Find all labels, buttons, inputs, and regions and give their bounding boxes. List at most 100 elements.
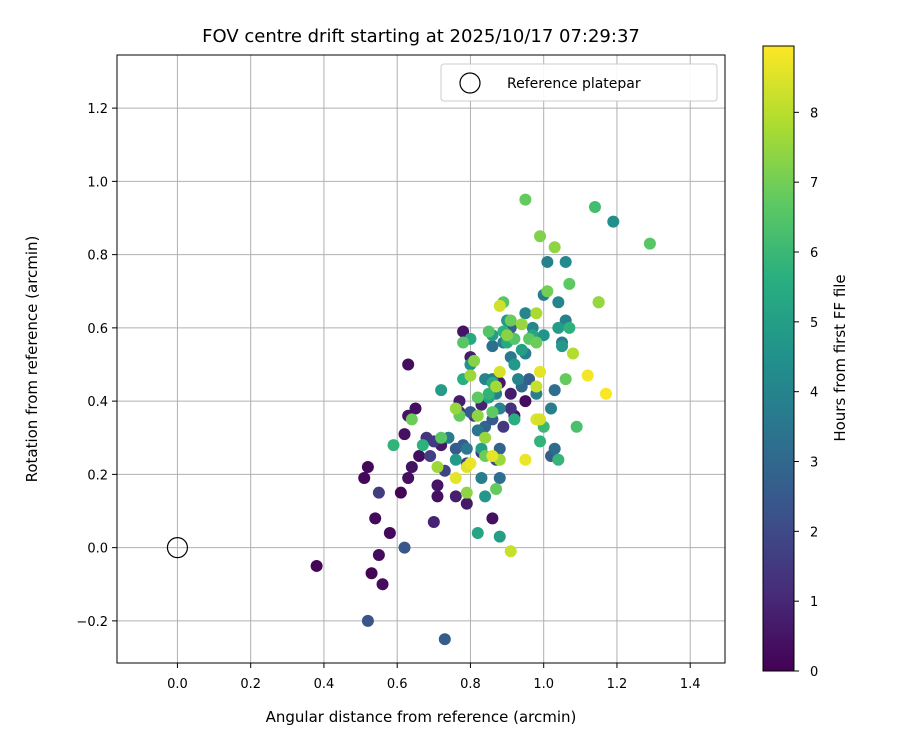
data-point [519,307,532,320]
data-point [479,431,492,444]
legend-label: Reference platepar [507,76,641,92]
x-tick-label: 0.4 [314,677,335,692]
data-point [449,453,462,466]
data-point [523,373,536,386]
data-point [482,325,495,338]
data-point [449,402,462,415]
data-point [438,633,451,646]
data-point [372,486,385,499]
colorbar-tick-label: 0 [810,665,818,680]
data-point [361,614,374,627]
data-point [486,406,499,419]
data-point [530,307,543,320]
data-point [431,490,444,503]
data-point [431,461,444,474]
data-point [471,424,484,437]
data-point [581,369,594,382]
data-point [369,512,382,525]
data-point [504,545,517,558]
data-point [545,402,558,415]
data-point [490,483,503,496]
data-point [552,321,565,334]
data-point [310,559,323,572]
data-point [501,329,514,342]
data-point [563,277,576,290]
data-point [431,479,444,492]
reference-point-marker [166,537,189,559]
legend: Reference platepar [440,63,718,102]
colorbar-tick-label: 6 [810,246,818,261]
data-point [599,387,612,400]
data-point [475,472,488,485]
data-point [541,285,554,298]
data-point [530,336,543,349]
colorbar-tick-label: 3 [810,456,818,471]
y-axis-label: Rotation from reference (arcmin) [23,236,41,483]
data-point [486,512,499,525]
x-tick-label: 0.8 [460,677,481,692]
data-point [460,442,473,455]
y-tick-label: 0.6 [87,322,108,337]
data-point [493,442,506,455]
y-tick-label: 1.0 [87,175,108,190]
data-point [471,391,484,404]
data-point [471,409,484,422]
data-point [556,340,569,353]
data-point [424,450,437,463]
data-point [534,435,547,448]
data-point [588,201,601,213]
x-tick-label: 1.2 [607,677,628,692]
data-point [383,526,396,539]
data-point [519,395,532,408]
data-point [592,296,605,309]
data-point [567,347,579,360]
colorbar: 0 1 2 3 4 5 6 7 8 Hours from first FF file [762,45,849,680]
y-tick-label: 0.4 [87,395,108,410]
data-point [490,380,503,393]
x-tick-label: 0.0 [167,677,188,692]
data-point [479,490,492,503]
data-point [449,490,462,503]
data-point [534,365,547,378]
reference-layer [166,537,189,559]
data-point [402,472,415,485]
data-point [372,548,385,561]
data-point [460,497,473,510]
colorbar-tick-label: 2 [810,525,818,540]
colorbar-label: Hours from first FF file [831,274,849,441]
data-point [464,457,477,470]
data-point [365,567,378,580]
data-point [457,325,470,338]
data-point [519,193,532,206]
data-point [548,442,561,455]
data-point [493,365,506,378]
data-point [643,237,656,250]
data-point [457,336,470,349]
data-point [482,387,495,400]
data-point [541,255,554,268]
y-tick-label: −0.2 [76,615,108,630]
x-tick-label: 0.2 [240,677,261,692]
axis-ticks: 0.0 0.2 0.4 0.6 0.8 1.0 1.2 1.4 −0.2 0.0 0.2 0.4 0.6… [76,102,700,692]
data-point [493,472,506,485]
data-point [464,369,477,382]
data-point [409,402,422,415]
data-point [552,453,565,466]
colorbar-tick-label: 5 [810,316,818,331]
data-point [493,530,506,543]
y-tick-label: 0.0 [87,542,108,557]
data-point [413,450,426,463]
data-point [486,340,499,353]
data-point [570,420,583,433]
data-point [504,402,517,415]
data-point [460,486,473,499]
plot-frame [116,54,726,664]
data-point [376,578,389,591]
colorbar-ticks: 0 1 2 3 4 5 6 7 8 [794,106,818,680]
data-point [548,384,561,397]
data-point [548,241,561,254]
data-point [449,472,462,485]
data-point [402,358,415,371]
data-point [497,420,510,433]
data-point [537,329,550,342]
